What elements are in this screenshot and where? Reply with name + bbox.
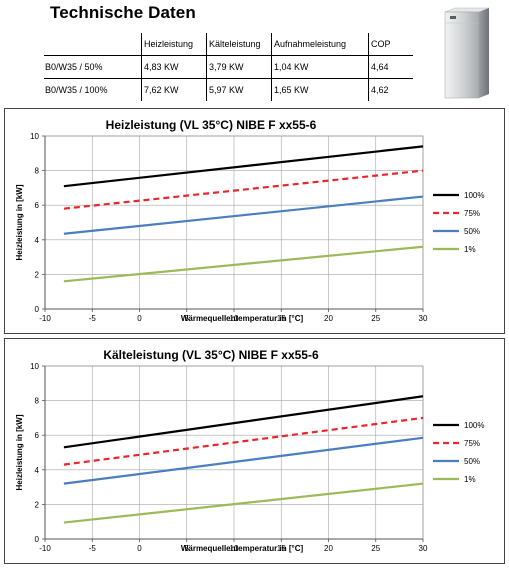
heat-pump-graphic <box>444 7 490 99</box>
y-tick-label: 2 <box>35 270 40 279</box>
legend-label: 75% <box>464 439 480 448</box>
series-line-1pct <box>63 482 424 524</box>
device-front <box>444 11 480 99</box>
x-tick-label: 20 <box>324 544 333 553</box>
table-cell: B0/W35 / 50% <box>44 55 142 79</box>
table-header-cell: Kälteleistung <box>206 33 272 56</box>
y-tick-label: 2 <box>35 500 40 509</box>
x-tick-label: 0 <box>137 544 142 553</box>
legend-label: 50% <box>464 227 480 236</box>
x-axis-label: Wärmequellentemperatur in [°C] <box>181 314 304 323</box>
y-tick-label: 8 <box>35 167 40 176</box>
x-tick-label: 25 <box>371 544 380 553</box>
heizleistung-chart-svg: Heizleistung (VL 35°C) NIBE F xx55-6 0 2 4 6… <box>15 118 484 323</box>
table-header-cell <box>44 33 142 56</box>
series-line-50pct <box>63 436 424 485</box>
series-line-100pct <box>63 145 424 188</box>
y-tick-label: 4 <box>35 466 40 475</box>
series-line-50pct <box>63 195 424 235</box>
x-axis-label: Wärmequellentemperatur in [°C] <box>181 544 304 553</box>
table-cell: 5,97 KW <box>206 78 272 101</box>
table-cell: B0/W35 / 100% <box>44 78 142 101</box>
y-tick-label: 8 <box>35 397 40 406</box>
table-cell: 1,04 KW <box>271 55 369 79</box>
table-cell: 4,64 <box>368 55 413 79</box>
x-tick-label: 30 <box>419 314 428 323</box>
x-tick-label: -10 <box>39 314 51 323</box>
x-tick-label: 10 <box>230 544 239 553</box>
table-cell: 4,83 KW <box>141 55 207 79</box>
specs-table: Heizleistung Kälteleistung Aufnahmeleist… <box>44 33 413 101</box>
x-tick-label: -10 <box>39 544 51 553</box>
y-tick-label: 4 <box>35 236 40 245</box>
x-tick-label: 20 <box>324 314 333 323</box>
y-tick-label: 0 <box>35 305 40 314</box>
legend-label: 100% <box>464 191 484 200</box>
x-tick-label: 10 <box>230 314 239 323</box>
x-tick-label: -5 <box>89 544 97 553</box>
y-tick-label: 10 <box>30 132 39 141</box>
table-cell: 4,62 <box>368 78 413 101</box>
legend-label: 75% <box>464 209 480 218</box>
heizleistung-chart: Heizleistung (VL 35°C) NIBE F xx55-6 0 2 4 6… <box>4 108 505 334</box>
table-cell: 7,62 KW <box>141 78 207 101</box>
legend-label: 50% <box>464 457 480 466</box>
heat-pump-unit-icon <box>441 6 493 100</box>
chart-title: Kälteleistung (VL 35°C) NIBE F xx55-6 <box>103 348 319 362</box>
table-header-row: Heizleistung Kälteleistung Aufnahmeleist… <box>44 33 413 56</box>
x-tick-label: 0 <box>137 314 142 323</box>
table-row: B0/W35 / 50% 4,83 KW 3,79 KW 1,04 KW 4,6… <box>44 55 413 79</box>
series-line-100pct <box>63 395 424 449</box>
y-axis-label: Heizleistung in [kW] <box>15 414 24 490</box>
y-axis-label: Heizleistung in [kW] <box>15 184 24 260</box>
table-header-cell: Heizleistung <box>141 33 207 56</box>
table-cell: 3,79 KW <box>206 55 272 79</box>
y-tick-label: 10 <box>30 362 39 371</box>
x-tick-label: 30 <box>419 544 428 553</box>
x-tick-label: 25 <box>371 314 380 323</box>
device-display <box>450 16 456 19</box>
y-tick-label: 6 <box>35 201 40 210</box>
chart-title: Heizleistung (VL 35°C) NIBE F xx55-6 <box>106 118 317 132</box>
table-row: B0/W35 / 100% 7,62 KW 5,97 KW 1,65 KW 4,… <box>44 78 413 101</box>
legend-label: 100% <box>464 421 484 430</box>
x-tick-label: 15 <box>277 544 286 553</box>
table-header-cell: COP <box>368 33 413 56</box>
series-line-75pct <box>63 416 424 466</box>
x-tick-label: -5 <box>89 314 97 323</box>
x-tick-label: 5 <box>185 544 190 553</box>
table-header-cell: Aufnahmeleistung <box>271 33 369 56</box>
y-tick-label: 6 <box>35 431 40 440</box>
series-line-75pct <box>63 169 424 210</box>
legend-label: 1% <box>464 475 476 484</box>
legend-label: 1% <box>464 245 476 254</box>
device-side <box>479 8 489 98</box>
x-tick-label: 5 <box>185 314 190 323</box>
table-cell: 1,65 KW <box>271 78 369 101</box>
kaelteleistung-chart-svg: Kälteleistung (VL 35°C) NIBE F xx55-6 0 2 4… <box>15 348 484 553</box>
series-line-1pct <box>63 245 424 283</box>
x-tick-label: 15 <box>277 314 286 323</box>
page-title: Technische Daten <box>50 3 196 22</box>
kaelteleistung-chart: Kälteleistung (VL 35°C) NIBE F xx55-6 0 2 4… <box>4 338 505 564</box>
y-tick-label: 0 <box>35 535 40 544</box>
